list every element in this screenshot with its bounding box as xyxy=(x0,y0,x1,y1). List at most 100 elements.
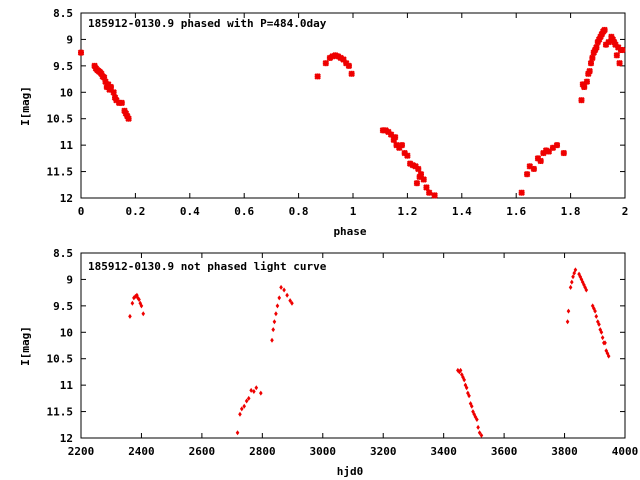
phased-data-point xyxy=(619,46,626,54)
phased-data-point xyxy=(118,99,126,107)
phased-y-tick-label: 12 xyxy=(60,192,73,205)
unphased-data-point xyxy=(238,411,242,417)
phased-x-tick-label: 0.4 xyxy=(180,205,200,218)
phased-y-axis-label: I[mag] xyxy=(19,86,32,126)
phased-data-point xyxy=(601,26,608,34)
unphased-y-tick-label: 11 xyxy=(60,379,74,392)
phased-data-point xyxy=(398,141,406,149)
phased-data-point xyxy=(560,149,568,157)
phased-x-tick-label: 2 xyxy=(622,205,629,218)
phased-y-tick-label: 11 xyxy=(60,139,74,152)
unphased-data-point xyxy=(590,303,595,309)
unphased-data-point xyxy=(477,430,482,436)
phased-data-point xyxy=(420,176,427,183)
unphased-data-point xyxy=(460,372,464,378)
phased-x-tick-label: 0.8 xyxy=(289,205,309,218)
phased-data-point xyxy=(586,67,593,75)
unphased-y-axis-label: I[mag] xyxy=(19,326,32,366)
phased-data-point xyxy=(537,157,544,165)
phased-data-point xyxy=(578,97,585,104)
phased-x-tick-label: 1.8 xyxy=(561,205,581,218)
unphased-light-curve-panel: 185912-0130.9 not phased light curve hjd… xyxy=(19,247,638,478)
phased-y-tick-label: 9 xyxy=(66,33,73,46)
unphased-data-point xyxy=(566,308,571,314)
phased-data-point xyxy=(314,73,321,80)
phased-data-point xyxy=(518,189,525,196)
phased-data-point xyxy=(322,60,330,67)
unphased-data-point xyxy=(597,321,601,327)
unphased-data-point xyxy=(130,300,135,306)
unphased-data-point xyxy=(570,279,574,285)
phased-chart-title: 185912-0130.9 phased with P=484.0day xyxy=(88,17,327,30)
unphased-data-point xyxy=(571,274,575,280)
unphased-data-point xyxy=(573,267,578,273)
unphased-data-point xyxy=(600,335,605,341)
unphased-data-point xyxy=(285,292,289,298)
phased-data-point xyxy=(580,83,588,91)
phased-data-point xyxy=(425,189,433,196)
unphased-data-point xyxy=(246,395,251,401)
unphased-data-point xyxy=(277,295,282,301)
unphased-data-point xyxy=(128,313,132,319)
phased-data-point xyxy=(553,141,561,149)
unphased-x-tick-label: 3000 xyxy=(310,445,337,458)
unphased-data-point xyxy=(593,308,597,314)
unphased-x-tick-label: 4000 xyxy=(612,445,639,458)
unphased-x-tick-label: 3200 xyxy=(370,445,397,458)
unphased-data-point xyxy=(469,403,474,409)
phased-data-point xyxy=(593,44,600,51)
phased-data-point xyxy=(589,54,596,62)
phased-data-point xyxy=(530,165,538,173)
unphased-y-tick-label: 9.5 xyxy=(53,300,73,313)
unphased-x-tick-label: 3800 xyxy=(551,445,578,458)
phased-data-point xyxy=(77,49,85,56)
phased-x-tick-label: 0.2 xyxy=(125,205,145,218)
unphased-data-point xyxy=(458,367,463,373)
unphased-plot-frame xyxy=(80,252,626,439)
unphased-data-point xyxy=(272,319,277,325)
unphased-data-point xyxy=(471,409,475,415)
unphased-data-point xyxy=(572,270,577,276)
unphased-data-point xyxy=(279,284,283,290)
unphased-data-point xyxy=(475,417,479,422)
unphased-x-axis-label: hjd0 xyxy=(337,465,364,478)
phased-x-axis-label: phase xyxy=(333,225,366,238)
unphased-data-point xyxy=(565,319,570,325)
unphased-x-tick-label: 2600 xyxy=(189,445,216,458)
phased-data-point xyxy=(125,115,132,122)
phased-data-point xyxy=(391,134,399,141)
phased-light-curve-panel: 185912-0130.9 phased with P=484.0day pha… xyxy=(19,7,628,238)
unphased-data-point xyxy=(288,298,292,304)
unphased-data-point xyxy=(479,432,484,438)
phased-data-points xyxy=(77,26,626,199)
unphased-data-point xyxy=(592,306,596,311)
phased-data-point xyxy=(523,171,531,178)
unphased-data-point xyxy=(270,337,274,343)
unphased-axes: 2200 2400 2600 2800 3000 3200 3400 3600 3800 4000… xyxy=(47,247,639,458)
phased-x-tick-label: 1.4 xyxy=(452,205,472,218)
phased-y-tick-label: 11.5 xyxy=(47,166,74,179)
phased-data-point xyxy=(613,52,621,59)
unphased-data-point xyxy=(139,303,144,309)
unphased-data-point xyxy=(604,348,609,354)
phased-data-point xyxy=(107,83,115,91)
unphased-y-tick-label: 11.5 xyxy=(47,406,74,419)
unphased-x-tick-label: 3600 xyxy=(491,445,518,458)
unphased-data-point xyxy=(473,414,478,420)
phased-x-tick-label: 1 xyxy=(350,205,357,218)
unphased-data-point xyxy=(235,430,240,436)
unphased-data-point xyxy=(282,287,286,293)
phased-data-point xyxy=(345,62,353,70)
phased-x-tick-label: 1.6 xyxy=(506,205,526,218)
unphased-x-tick-label: 3400 xyxy=(430,445,457,458)
unphased-data-point xyxy=(249,387,253,393)
phased-data-point xyxy=(348,70,355,77)
phased-data-point xyxy=(415,165,422,173)
unphased-data-points xyxy=(128,267,611,438)
unphased-data-point xyxy=(239,406,244,412)
unphased-data-point xyxy=(461,374,465,380)
unphased-data-point xyxy=(252,388,256,394)
unphased-y-tick-label: 12 xyxy=(60,432,73,445)
phased-data-point xyxy=(413,179,421,187)
